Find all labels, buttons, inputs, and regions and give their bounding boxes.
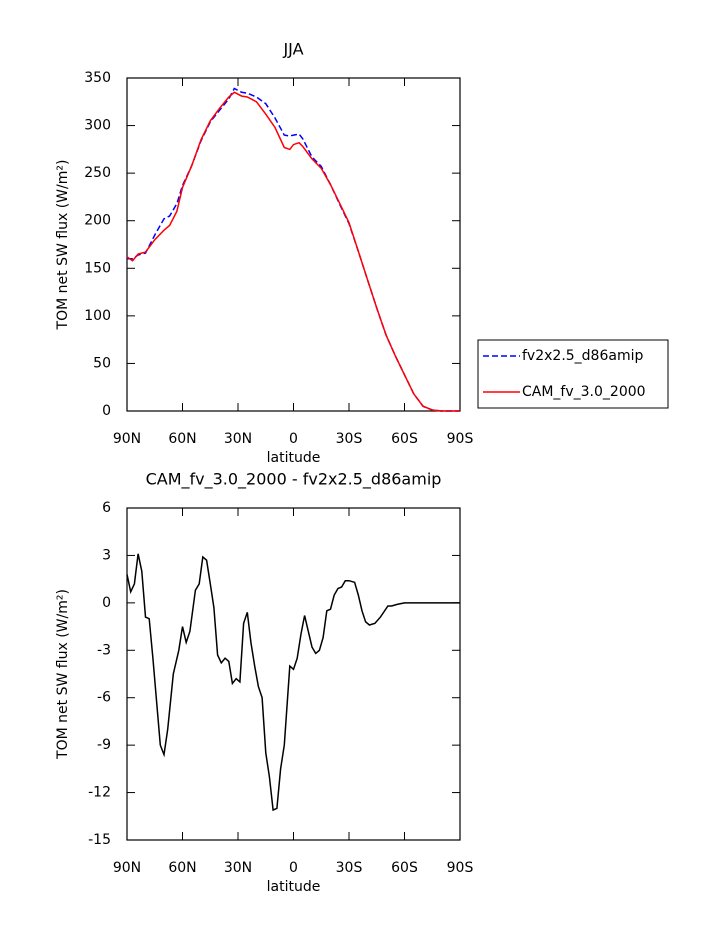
series-line bbox=[127, 87, 460, 412]
x-tick-label: 30S bbox=[336, 431, 363, 447]
plot-frame bbox=[126, 77, 461, 412]
x-tick-label: 60S bbox=[391, 860, 418, 876]
x-tick-label: 30N bbox=[224, 860, 252, 876]
x-axis-label: latitude bbox=[267, 879, 321, 895]
y-tick-label: -12 bbox=[88, 785, 111, 801]
y-tick-label: 350 bbox=[84, 70, 111, 86]
x-tick-label: 90N bbox=[113, 431, 141, 447]
x-tick-label: 60S bbox=[391, 431, 418, 447]
y-tick-label: 200 bbox=[84, 213, 111, 229]
x-tick-label: 0 bbox=[289, 860, 298, 876]
x-tick-label: 90S bbox=[447, 431, 474, 447]
y-tick-label: -9 bbox=[97, 737, 111, 753]
x-tick-label: 90N bbox=[113, 860, 141, 876]
x-tick-label: 30S bbox=[336, 860, 363, 876]
x-tick-label: 30N bbox=[224, 431, 252, 447]
series-line bbox=[126, 91, 460, 412]
y-axis-label: TOM net SW flux (W/m²) bbox=[55, 589, 71, 760]
plot-frame bbox=[126, 507, 461, 841]
y-tick-label: 250 bbox=[84, 165, 111, 181]
legend-label: fv2x2.5_d86amip bbox=[522, 348, 643, 364]
y-tick-label: 150 bbox=[84, 260, 111, 276]
x-axis-label: latitude bbox=[267, 450, 321, 466]
y-tick-label: 50 bbox=[93, 355, 111, 371]
x-tick-label: 90S bbox=[447, 860, 474, 876]
series-line bbox=[126, 553, 460, 812]
y-tick-label: -6 bbox=[97, 690, 111, 706]
x-tick-label: 60N bbox=[168, 860, 196, 876]
y-tick-label: 0 bbox=[102, 403, 111, 419]
legend-box bbox=[477, 339, 669, 409]
x-tick-label: 0 bbox=[289, 431, 298, 447]
y-axis-label: TOM net SW flux (W/m²) bbox=[55, 160, 71, 331]
y-tick-label: 300 bbox=[84, 118, 111, 134]
y-tick-label: -3 bbox=[97, 642, 111, 658]
y-tick-label: -15 bbox=[88, 832, 111, 848]
y-tick-label: 100 bbox=[84, 308, 111, 324]
chart-title: JJA bbox=[282, 40, 303, 59]
x-tick-label: 60N bbox=[168, 431, 196, 447]
legend-label: CAM_fv_3.0_2000 bbox=[522, 384, 646, 400]
y-tick-label: 3 bbox=[102, 547, 111, 563]
chart-title: CAM_fv_3.0_2000 - fv2x2.5_d86amip bbox=[146, 470, 442, 490]
y-tick-label: 6 bbox=[102, 500, 111, 516]
y-tick-label: 0 bbox=[102, 595, 111, 611]
